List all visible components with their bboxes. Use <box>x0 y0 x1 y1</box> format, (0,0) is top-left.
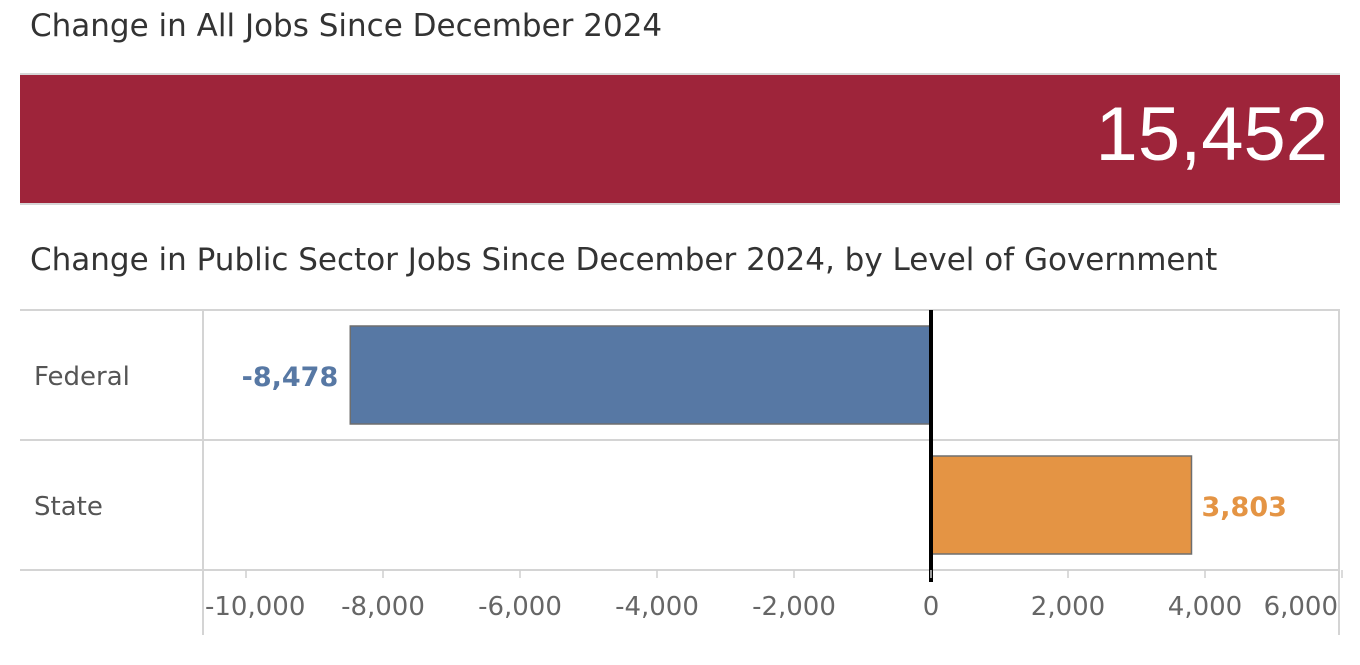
tick-label: -4,000 <box>615 592 699 622</box>
chart-title: Change in Public Sector Jobs Since Decem… <box>30 242 1218 278</box>
category-label: Federal <box>34 362 130 392</box>
bars <box>349 325 1193 555</box>
tick-label: 2,000 <box>1031 592 1105 622</box>
bar-federal <box>349 325 932 425</box>
tick-label: 0 <box>923 592 940 622</box>
kpi-banner: 15,452 <box>20 73 1340 205</box>
category-label: State <box>34 492 103 522</box>
labels: Federal -8,478 State 3,803 <box>34 362 1287 523</box>
chart-frame <box>20 309 1340 635</box>
x-axis: -10,000 -8,000 -6,000 -4,000 -2,000 0 2,000 4,0… <box>205 310 1343 622</box>
kpi-title: Change in All Jobs Since December 2024 <box>30 8 663 44</box>
bar-state <box>930 455 1193 555</box>
tick-label: -10,000 <box>205 592 305 622</box>
kpi-value: 15,452 <box>1095 92 1328 177</box>
tick-label: -2,000 <box>752 592 836 622</box>
tick-label: 6,000 <box>1264 592 1338 622</box>
data-label: -8,478 <box>242 362 339 393</box>
data-label: 3,803 <box>1202 492 1287 523</box>
tick-label: -8,000 <box>341 592 425 622</box>
tick-label: 4,000 <box>1168 592 1242 622</box>
tick-label: -6,000 <box>478 592 562 622</box>
